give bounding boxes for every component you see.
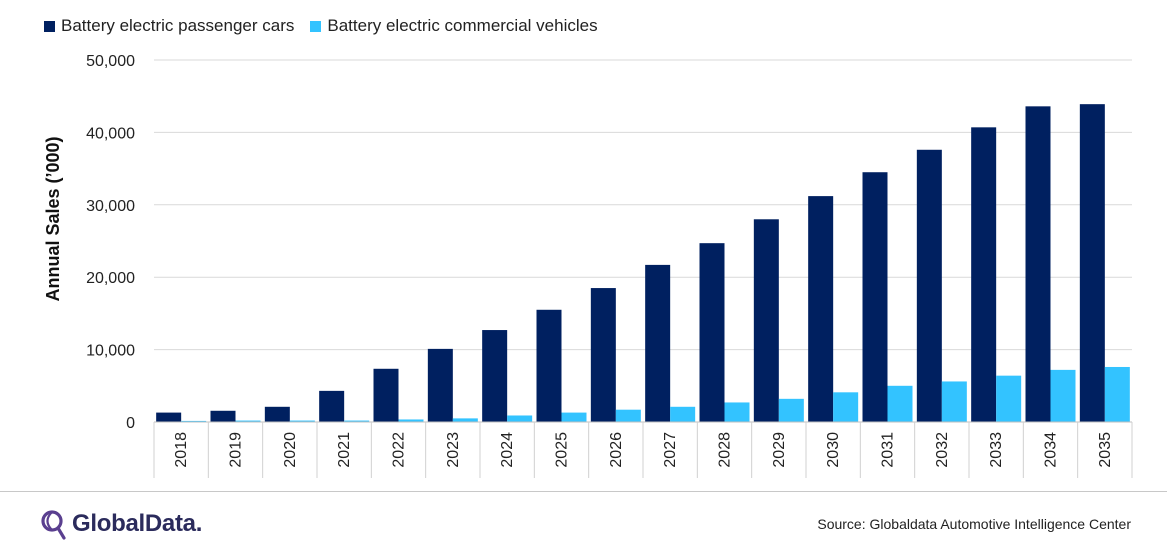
legend-swatch-passenger-cars bbox=[44, 20, 55, 32]
x-tick-label: 2023 bbox=[445, 432, 462, 468]
bar-passenger-cars bbox=[1079, 104, 1105, 422]
x-tick-label: 2029 bbox=[771, 432, 788, 468]
bar-commercial-vehicles bbox=[996, 375, 1022, 422]
bar-commercial-vehicles bbox=[615, 409, 641, 422]
legend-swatch-commercial-vehicles bbox=[310, 20, 322, 32]
bar-commercial-vehicles bbox=[181, 420, 207, 422]
x-tick-label: 2030 bbox=[825, 432, 842, 468]
y-tick-label: 30,000 bbox=[86, 198, 135, 215]
x-tick-label: 2018 bbox=[173, 432, 190, 468]
legend: Battery electric passenger cars Battery … bbox=[44, 16, 608, 36]
bar-commercial-vehicles bbox=[452, 418, 478, 422]
bar-passenger-cars bbox=[373, 368, 399, 422]
bar-commercial-vehicles bbox=[289, 420, 315, 422]
bar-commercial-vehicles bbox=[1050, 369, 1076, 422]
y-tick-label: 10,000 bbox=[86, 343, 135, 360]
x-tick-label: 2035 bbox=[1097, 432, 1114, 468]
bar-commercial-vehicles bbox=[235, 420, 261, 422]
bar-commercial-vehicles bbox=[1104, 366, 1130, 422]
footer-divider bbox=[0, 491, 1167, 492]
bar-commercial-vehicles bbox=[670, 406, 696, 422]
bar-commercial-vehicles bbox=[561, 412, 587, 422]
bar-commercial-vehicles bbox=[507, 415, 533, 422]
source-note: Source: Globaldata Automotive Intelligen… bbox=[817, 516, 1131, 532]
bar-passenger-cars bbox=[590, 288, 616, 422]
x-tick-label: 2019 bbox=[228, 432, 245, 468]
x-tick-label: 2026 bbox=[608, 432, 625, 468]
x-tick-label: 2033 bbox=[988, 432, 1005, 468]
bar-passenger-cars bbox=[427, 348, 453, 422]
x-tick-label: 2020 bbox=[282, 432, 299, 468]
y-tick-label: 0 bbox=[126, 415, 135, 432]
bar-passenger-cars bbox=[645, 264, 671, 422]
bar-chart: 0 10,000 20,000 30,000 40,000 50,000 2018 2019 2… bbox=[43, 53, 1133, 478]
bar-passenger-cars bbox=[1025, 106, 1051, 422]
y-axis-title: Annual Sales (’000) bbox=[43, 136, 63, 301]
y-tick-label: 20,000 bbox=[86, 270, 135, 287]
bar-passenger-cars bbox=[482, 330, 508, 422]
x-tick-label: 2034 bbox=[1043, 432, 1060, 468]
x-tick-label: 2021 bbox=[336, 432, 353, 468]
bar-passenger-cars bbox=[536, 309, 562, 422]
y-tick-label: 40,000 bbox=[86, 125, 135, 142]
bars bbox=[156, 104, 1130, 422]
bar-commercial-vehicles bbox=[724, 402, 750, 422]
bar-commercial-vehicles bbox=[778, 398, 804, 422]
brand: GlobalData. bbox=[40, 508, 202, 540]
x-tick-label: 2031 bbox=[880, 432, 897, 468]
bar-commercial-vehicles bbox=[833, 392, 859, 422]
bar-passenger-cars bbox=[971, 127, 997, 422]
x-tick-label: 2025 bbox=[554, 432, 571, 468]
legend-label-commercial-vehicles: Battery electric commercial vehicles bbox=[327, 16, 598, 35]
gridlines bbox=[154, 59, 1132, 351]
bar-commercial-vehicles bbox=[887, 385, 913, 422]
legend-item-passenger-cars: Battery electric passenger cars bbox=[44, 16, 294, 36]
legend-item-commercial-vehicles: Battery electric commercial vehicles bbox=[310, 16, 598, 36]
bar-commercial-vehicles bbox=[941, 381, 967, 422]
bar-passenger-cars bbox=[808, 196, 834, 422]
bar-commercial-vehicles bbox=[344, 420, 370, 422]
bar-passenger-cars bbox=[319, 390, 345, 422]
bar-passenger-cars bbox=[916, 149, 942, 422]
bar-passenger-cars bbox=[862, 172, 888, 422]
brand-name: GlobalData. bbox=[72, 510, 203, 537]
bar-passenger-cars bbox=[753, 219, 779, 422]
axes: 0 10,000 20,000 30,000 40,000 50,000 2018 2019 2… bbox=[86, 53, 1133, 478]
bar-passenger-cars bbox=[156, 412, 182, 422]
y-tick-label: 50,000 bbox=[86, 53, 135, 70]
x-tick-label: 2027 bbox=[662, 432, 679, 468]
x-tick-label: 2028 bbox=[717, 432, 734, 468]
bar-passenger-cars bbox=[264, 406, 290, 422]
bar-passenger-cars bbox=[210, 410, 236, 422]
x-tick-label: 2022 bbox=[391, 432, 408, 468]
bar-passenger-cars bbox=[699, 243, 725, 422]
x-tick-label: 2024 bbox=[499, 432, 516, 468]
bar-commercial-vehicles bbox=[398, 419, 424, 422]
legend-label-passenger-cars: Battery electric passenger cars bbox=[61, 16, 295, 35]
globaldata-logo-icon bbox=[41, 510, 66, 540]
x-tick-label: 2032 bbox=[934, 432, 951, 468]
